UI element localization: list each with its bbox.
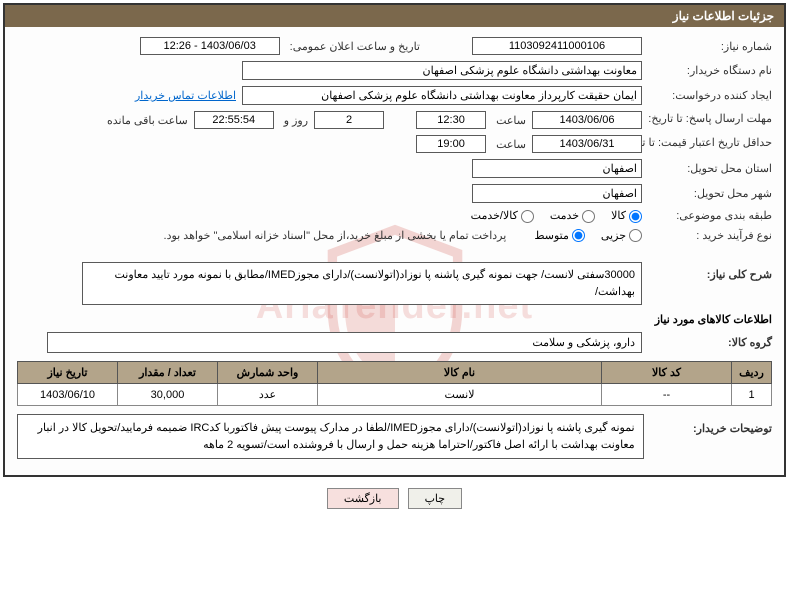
row-buyer-notes: توضیحات خریدار: نمونه گیری پاشنه پا نوزا… — [17, 414, 772, 459]
subject-class-opt-0[interactable]: کالا — [611, 209, 642, 223]
col-qty: تعداد / مقدار — [118, 362, 218, 384]
cell-qty: 30,000 — [118, 384, 218, 406]
remain-label: ساعت باقی مانده — [107, 114, 188, 127]
row-delivery-city: شهر محل تحویل: اصفهان — [17, 184, 772, 203]
back-button[interactable]: بازگشت — [327, 488, 399, 509]
table-row: 1 -- لانست عدد 30,000 1403/06/10 — [18, 384, 772, 406]
items-table: ردیف کد کالا نام کالا واحد شمارش تعداد /… — [17, 361, 772, 406]
need-number-label: شماره نیاز: — [652, 40, 772, 53]
purchase-process-opt-1-text: متوسط — [534, 230, 569, 242]
items-table-header-row: ردیف کد کالا نام کالا واحد شمارش تعداد /… — [18, 362, 772, 384]
general-desc-label: شرح کلی نیاز: — [652, 262, 772, 281]
announce-label: تاریخ و ساعت اعلان عمومی: — [290, 40, 420, 53]
reply-time-label: ساعت — [496, 114, 526, 127]
subject-class-opt-1-text: خدمت — [550, 210, 579, 222]
panel-content: AriaTender.net شماره نیاز: 1103092411000… — [5, 27, 784, 475]
panel-title: جزئیات اطلاعات نیاز — [5, 5, 784, 27]
print-button[interactable]: چاپ — [408, 488, 463, 509]
col-item-code: کد کالا — [602, 362, 732, 384]
reply-deadline-date: 1403/06/06 — [532, 111, 642, 129]
cell-item-name: لانست — [318, 384, 602, 406]
purchase-process-opt-1[interactable]: متوسط — [534, 229, 585, 243]
row-general-desc: شرح کلی نیاز: 30000سفتی لانست/ جهت نمونه… — [17, 262, 772, 305]
goods-group-label: گروه کالا: — [652, 336, 772, 349]
delivery-province-value: اصفهان — [472, 159, 642, 178]
announce-value: 1403/06/03 - 12:26 — [140, 37, 280, 55]
subject-class-opt-0-text: کالا — [611, 210, 626, 222]
buyer-org-label: نام دستگاه خریدار: — [652, 64, 772, 77]
buyer-notes-text: نمونه گیری پاشنه پا نوزاد(اتولانست)/دارا… — [17, 414, 644, 459]
details-panel: جزئیات اطلاعات نیاز AriaTender.net شماره… — [3, 3, 786, 477]
general-desc-text: 30000سفتی لانست/ جهت نمونه گیری پاشنه پا… — [82, 262, 642, 305]
row-need-number: شماره نیاز: 1103092411000106 تاریخ و ساع… — [17, 37, 772, 55]
row-purchase-process: نوع فرآیند خرید : جزیی متوسط پرداخت تمام… — [17, 229, 772, 243]
price-validity-label: حداقل تاریخ اعتبار قیمت: تا تاریخ: — [652, 137, 772, 150]
goods-group-value: دارو، پزشکی و سلامت — [47, 332, 642, 353]
buyer-notes-label: توضیحات خریدار: — [654, 414, 772, 435]
remain-time: 22:55:54 — [194, 111, 274, 129]
cell-item-code: -- — [602, 384, 732, 406]
subject-class-label: طبقه بندی موضوعی: — [652, 209, 772, 222]
price-validity-time: 19:00 — [416, 135, 486, 153]
and-label: روز و — [284, 114, 308, 127]
subject-class-opt-2[interactable]: کالا/خدمت — [471, 209, 534, 223]
row-subject-class: طبقه بندی موضوعی: کالا خدمت کالا/خدمت — [17, 209, 772, 223]
purchase-process-opt-0[interactable]: جزیی — [601, 229, 642, 243]
purchase-process-note: پرداخت تمام یا بخشی از مبلغ خرید،از محل … — [164, 229, 507, 242]
col-item-name: نام کالا — [318, 362, 602, 384]
remain-days: 2 — [314, 111, 384, 129]
items-heading: اطلاعات کالاهای مورد نیاز — [17, 313, 772, 326]
cell-row-num: 1 — [732, 384, 772, 406]
price-validity-date: 1403/06/31 — [532, 135, 642, 153]
purchase-process-label: نوع فرآیند خرید : — [652, 229, 772, 242]
row-buyer-org: نام دستگاه خریدار: معاونت بهداشتی دانشگا… — [17, 61, 772, 80]
col-unit: واحد شمارش — [218, 362, 318, 384]
subject-class-opt-1[interactable]: خدمت — [550, 209, 595, 223]
subject-class-opt-2-text: کالا/خدمت — [471, 210, 518, 222]
row-requester: ایجاد کننده درخواست: ایمان حقیقت کارپردا… — [17, 86, 772, 105]
reply-deadline-time: 12:30 — [416, 111, 486, 129]
purchase-process-opt-0-text: جزیی — [601, 230, 626, 242]
delivery-city-label: شهر محل تحویل: — [652, 187, 772, 200]
row-reply-deadline: مهلت ارسال پاسخ: تا تاریخ: 1403/06/06 سا… — [17, 111, 772, 129]
requester-label: ایجاد کننده درخواست: — [652, 89, 772, 102]
col-need-date: تاریخ نیاز — [18, 362, 118, 384]
row-price-validity: حداقل تاریخ اعتبار قیمت: تا تاریخ: 1403/… — [17, 135, 772, 153]
need-number-value: 1103092411000106 — [472, 37, 642, 55]
delivery-province-label: استان محل تحویل: — [652, 162, 772, 175]
cell-need-date: 1403/06/10 — [18, 384, 118, 406]
cell-unit: عدد — [218, 384, 318, 406]
buyer-contact-link[interactable]: اطلاعات تماس خریدار — [135, 89, 236, 102]
row-goods-group: گروه کالا: دارو، پزشکی و سلامت — [17, 332, 772, 353]
buyer-org-value: معاونت بهداشتی دانشگاه علوم پزشکی اصفهان — [242, 61, 642, 80]
delivery-city-value: اصفهان — [472, 184, 642, 203]
row-delivery-province: استان محل تحویل: اصفهان — [17, 159, 772, 178]
reply-deadline-label: مهلت ارسال پاسخ: تا تاریخ: — [652, 113, 772, 126]
button-row: چاپ بازگشت — [0, 480, 789, 511]
price-validity-time-label: ساعت — [496, 138, 526, 151]
col-row-num: ردیف — [732, 362, 772, 384]
requester-value: ایمان حقیقت کارپرداز معاونت بهداشتی دانش… — [242, 86, 642, 105]
